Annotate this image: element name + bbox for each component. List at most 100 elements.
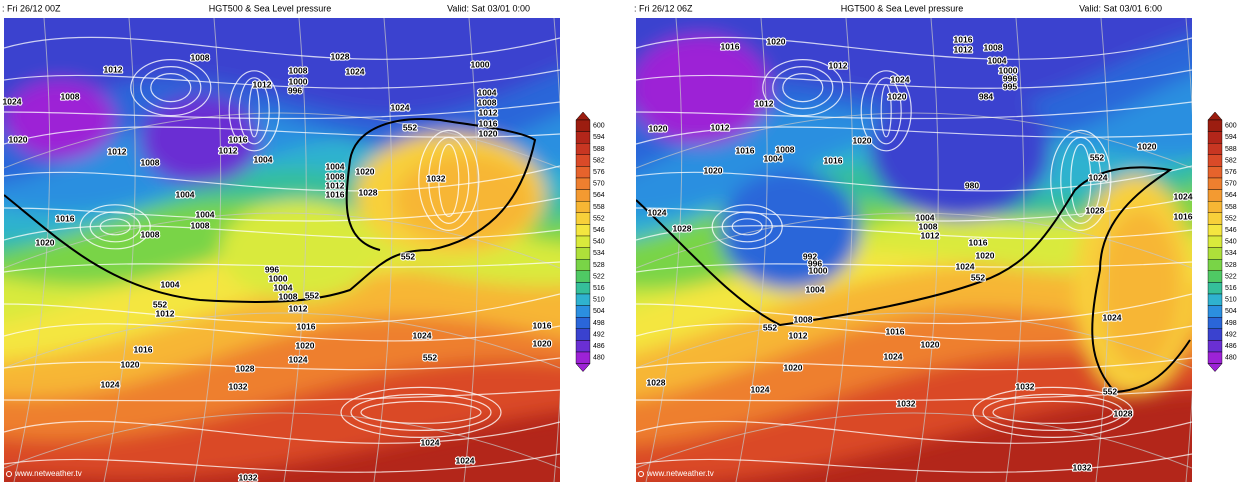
pressure-label: 1024	[346, 66, 365, 76]
isobar	[4, 420, 560, 444]
pressure-label: 1012	[289, 303, 308, 313]
pressure-label: 1016	[326, 189, 345, 199]
colorbar-label: 582	[1225, 157, 1237, 164]
colorbar-box	[575, 305, 591, 318]
pressure-label: 1016	[721, 41, 740, 51]
graticule	[193, 18, 222, 482]
colorbar-box	[575, 131, 591, 144]
pressure-label: 552	[305, 290, 319, 300]
isobar	[1070, 143, 1092, 217]
pressure-label: 1020	[1138, 141, 1157, 151]
isobar	[89, 211, 141, 243]
pressure-label: 1028	[1114, 408, 1133, 418]
colorbar-box	[1207, 247, 1223, 260]
colorbar-cap	[1207, 111, 1223, 121]
height-blob	[720, 170, 860, 290]
pressure-label: 1020	[121, 359, 140, 369]
isobar	[228, 70, 280, 152]
colorbar-label: 546	[1225, 227, 1237, 234]
isobar	[636, 69, 1192, 89]
height-band	[4, 18, 560, 128]
isobar	[4, 101, 560, 120]
height-blob	[1100, 210, 1180, 370]
colorbar-label: 492	[593, 331, 605, 338]
isobar	[4, 389, 560, 402]
graticule	[103, 18, 136, 482]
pressure-label: 995	[1003, 81, 1017, 91]
colorbar-box	[1207, 317, 1223, 330]
pressure-label: 1008	[191, 220, 210, 230]
height-blob	[870, 80, 1050, 220]
pressure-label: 1004	[196, 209, 215, 219]
pressure-label: 1020	[479, 128, 498, 138]
colorbar-box	[1207, 328, 1223, 341]
pressure-label: 552	[1090, 152, 1104, 162]
pressure-label: 996	[288, 85, 302, 95]
isobar	[4, 293, 560, 325]
pressure-label: 1004	[274, 282, 293, 292]
colorbar-label: 582	[593, 157, 605, 164]
colorbar-box	[575, 177, 591, 190]
colorbar-label: 498	[1225, 320, 1237, 327]
colorbar-box	[1207, 351, 1223, 364]
colorbar-box	[575, 247, 591, 260]
colorbar-label: 486	[1225, 343, 1237, 350]
colorbar-label: 600	[1225, 123, 1237, 130]
pressure-label: 1008	[141, 157, 160, 167]
colorbar-box	[1207, 154, 1223, 167]
pressure-label: 1012	[711, 122, 730, 132]
pressure-label: 1028	[359, 187, 378, 197]
colorbar-label: 552	[1225, 215, 1237, 222]
isobar	[4, 165, 560, 192]
isobar	[636, 126, 1192, 145]
isobar	[99, 218, 131, 236]
isobar	[79, 204, 151, 250]
pressure-label: 1032	[427, 173, 446, 183]
graticule	[1095, 18, 1111, 482]
colorbar-box	[1207, 119, 1223, 132]
isobar	[4, 36, 560, 60]
isobar	[4, 323, 560, 342]
isobar	[360, 400, 482, 424]
colorbar-box	[575, 282, 591, 295]
pressure-label: 1016	[1174, 211, 1193, 221]
pressure-label: 1004	[764, 153, 783, 163]
pressure-label: 1004	[916, 212, 935, 222]
colorbar-label: 540	[593, 239, 605, 246]
pressure-label: 1020	[9, 134, 28, 144]
pressure-label: 1024	[289, 354, 308, 364]
pressure-label: 1012	[104, 64, 123, 74]
pressure-label: 1016	[736, 145, 755, 155]
colorbar-box	[575, 293, 591, 306]
pressure-label: 1000	[289, 76, 308, 86]
colorbar-box	[1207, 166, 1223, 179]
pressure-label: 980	[965, 180, 979, 190]
height-blob	[220, 200, 380, 300]
height-field	[636, 18, 1192, 482]
pressure-label: 1028	[236, 363, 255, 373]
colorbar-label: 480	[1225, 355, 1237, 362]
colorbar-label: 564	[1225, 192, 1237, 199]
pressure-label: 996	[808, 258, 822, 268]
isobar	[636, 36, 1192, 60]
graticule	[636, 212, 1192, 269]
colorbar-cap	[1207, 363, 1223, 372]
pressure-label: 552	[971, 272, 985, 282]
colorbar-label: 528	[593, 262, 605, 269]
isobar	[4, 357, 560, 371]
colorbar-box	[575, 224, 591, 237]
colorbar-label: 576	[1225, 169, 1237, 176]
colorbar-label: 528	[1225, 262, 1237, 269]
graticule	[915, 18, 939, 482]
pressure-label: 1000	[269, 273, 288, 283]
pressure-label: 552	[403, 122, 417, 132]
pressure-label: 552	[153, 299, 167, 309]
pressure-label: 1024	[101, 379, 120, 389]
pressure-label: 1024	[884, 351, 903, 361]
pressure-label: 1012	[253, 79, 272, 89]
graticule	[463, 18, 479, 482]
pressure-label: 1016	[824, 155, 843, 165]
colorbar-label: 546	[593, 227, 605, 234]
pressure-label: 552	[401, 251, 415, 261]
colorbar-label: 486	[593, 343, 605, 350]
